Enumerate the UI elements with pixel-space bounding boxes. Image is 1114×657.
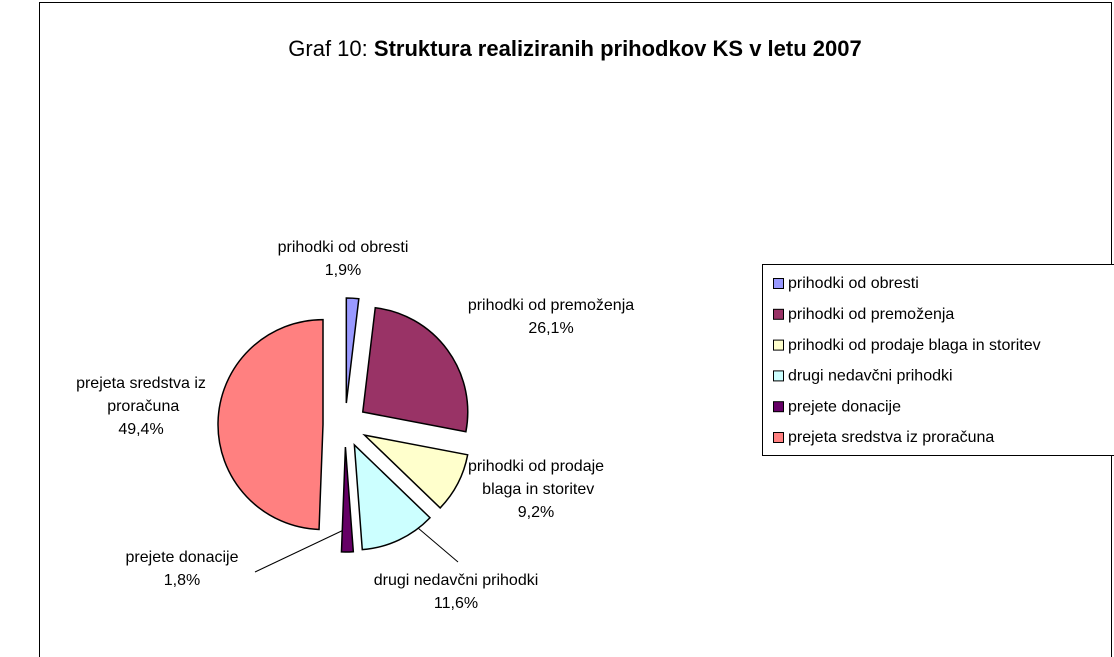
title-prefix: Graf 10:: [288, 36, 367, 61]
title-main: Struktura realiziranih prihodkov KS v le…: [374, 36, 862, 61]
pie-slice: [217, 318, 324, 531]
data-label-value: 1,9%: [325, 262, 361, 279]
data-label-value: 9,2%: [518, 504, 554, 521]
data-label-value: 1,8%: [164, 572, 200, 589]
legend-label: prejete donacije: [788, 398, 901, 415]
label-line: proračuna: [103, 398, 180, 415]
pie-slice: [361, 306, 469, 433]
label-line: blaga in storitev: [478, 481, 595, 498]
pie-slice: [340, 446, 355, 553]
legend-label: drugi nedavčni prihodki: [788, 368, 953, 385]
data-label-name: prihodki od prodaje blaga in storitev: [468, 458, 604, 498]
pie-slice: [345, 297, 360, 404]
data-label-value: 11,6%: [434, 595, 478, 612]
leader-line: [254, 526, 351, 573]
label-line: prihodki od premoženja: [468, 297, 634, 314]
legend-swatch: [773, 401, 784, 413]
label-line: drugi nedavčni prihodki: [374, 572, 539, 589]
legend: [762, 264, 1114, 456]
data-label-name: drugi nedavčni prihodki: [374, 572, 539, 589]
legend-label: prejeta sredstva iz proračuna: [788, 429, 994, 446]
data-label-value: 26,1%: [528, 320, 573, 337]
legend-swatch: [773, 432, 784, 443]
leader-line: [417, 527, 459, 563]
legend-swatch: [773, 278, 784, 289]
label-line: prejete donacije: [126, 549, 239, 566]
data-label-name: prihodki od obresti: [278, 239, 409, 256]
legend-label: prihodki od prodaje blaga in storitev: [788, 337, 1041, 354]
label-line: prihodki od prodaje: [468, 458, 604, 475]
label-line: prejeta sredstva iz: [76, 375, 206, 392]
data-label-name: prejete donacije: [126, 549, 239, 566]
data-label-name: prejeta sredstva iz proračuna: [76, 375, 206, 415]
legend-swatch: [773, 339, 784, 351]
legend-swatch: [773, 370, 784, 382]
chart-title: Graf 10: Struktura realiziranih prihodko…: [288, 36, 861, 61]
legend-label: prihodki od obresti: [788, 275, 919, 292]
legend-label: prihodki od premoženja: [788, 306, 954, 323]
label-line: prihodki od obresti: [278, 239, 409, 256]
data-label-value: 49,4%: [118, 421, 163, 438]
pie-slice: [353, 443, 432, 551]
pie-slice: [362, 433, 469, 510]
legend-swatch: [773, 308, 784, 320]
data-label-name: prihodki od premoženja: [468, 297, 634, 314]
